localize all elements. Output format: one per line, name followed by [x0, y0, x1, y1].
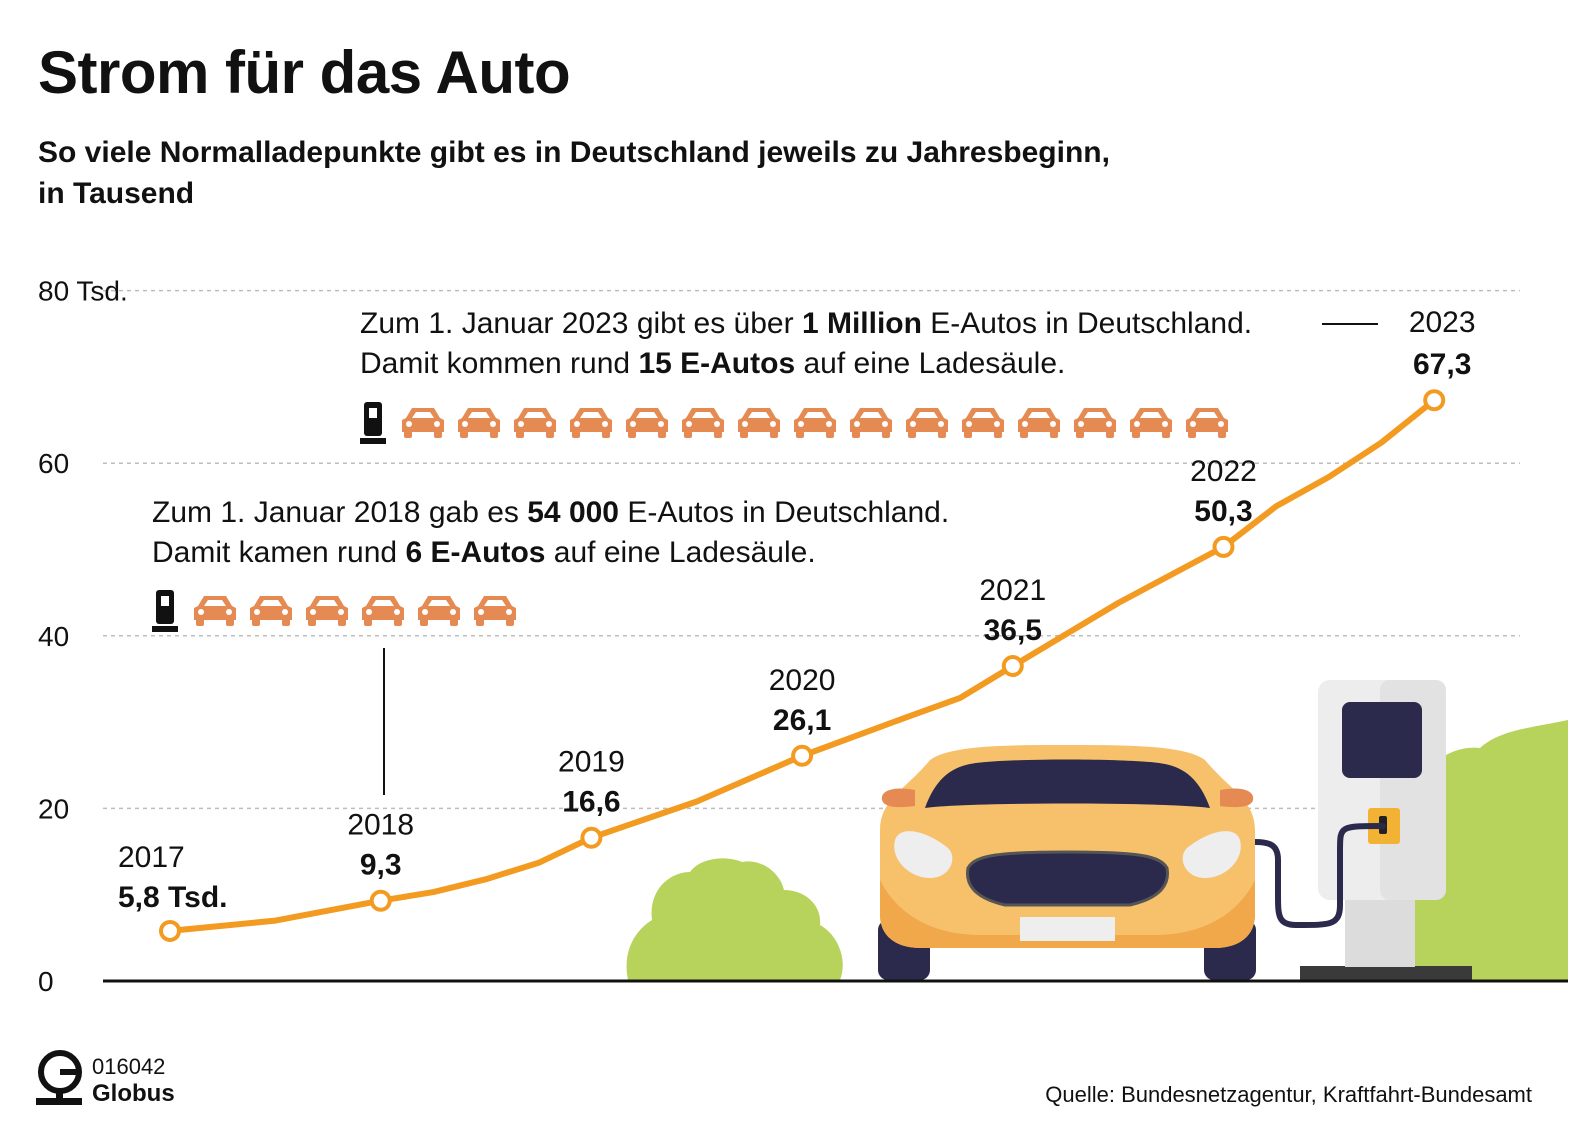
data-labels: 2017 5,8 Tsd. 2018 9,3 2019 16,6 2020 26,1 2021 3… — [118, 306, 1476, 914]
subtitle-line-2: in Tausend — [38, 177, 195, 210]
ratio-icons-2018 — [152, 590, 516, 632]
year-label-2022: 2022 — [1190, 455, 1257, 488]
data-point-2023 — [1423, 389, 1446, 412]
year-label-2017: 2017 — [118, 841, 185, 874]
car-icon — [570, 408, 612, 438]
value-label-2019: 16,6 — [562, 786, 620, 819]
annotation-2018-line-1: Zum 1. Januar 2018 gab es 54 000 E-Autos… — [152, 496, 949, 529]
annotation-2018-line-2: Damit kamen rund 6 E-Autos auf eine Lade… — [152, 536, 816, 569]
car-icon — [250, 596, 292, 626]
car-icon — [402, 408, 444, 438]
y-tick-label: 0 — [38, 966, 54, 997]
value-label-2020: 26,1 — [773, 704, 831, 737]
value-label-2021: 36,5 — [984, 614, 1042, 647]
data-point-2022 — [1212, 535, 1235, 558]
car-icon — [362, 596, 404, 626]
car-icon — [738, 408, 780, 438]
charger-icon — [360, 402, 386, 444]
car-icon — [1186, 408, 1228, 438]
car — [878, 745, 1256, 980]
graphic-number: 016042 — [92, 1054, 166, 1079]
illustration-car-charging — [626, 680, 1568, 980]
value-label-2018: 9,3 — [360, 849, 402, 882]
y-tick-label: 20 — [38, 793, 69, 824]
car-icon — [850, 408, 892, 438]
annotation-2023-line-2: Damit kommen rund 15 E-Autos auf eine La… — [360, 347, 1065, 380]
car-icon — [1074, 408, 1116, 438]
car-icon — [794, 408, 836, 438]
data-point-2021 — [1001, 655, 1024, 678]
annotation-2018: Zum 1. Januar 2018 gab es 54 000 E-Autos… — [152, 496, 949, 795]
year-label-2019: 2019 — [558, 746, 625, 779]
value-label-2017: 5,8 Tsd. — [118, 881, 227, 914]
car-icon — [458, 408, 500, 438]
charging-station — [1252, 680, 1472, 980]
annotation-2023: Zum 1. Januar 2023 gibt es über 1 Millio… — [360, 307, 1378, 444]
year-label-2018: 2018 — [347, 809, 414, 842]
y-tick-label: 60 — [38, 448, 69, 479]
value-label-2022: 50,3 — [1194, 495, 1252, 528]
year-label-2021: 2021 — [979, 574, 1046, 607]
chart-subtitle: So viele Normalladepunkte gibt es in Deu… — [38, 132, 1288, 214]
brand-name: Globus — [92, 1080, 175, 1107]
car-icon — [194, 596, 236, 626]
subtitle-line-1: So viele Normalladepunkte gibt es in Deu… — [38, 136, 1110, 169]
annotation-2023-line-1: Zum 1. Januar 2023 gibt es über 1 Millio… — [360, 307, 1252, 340]
car-icon — [682, 408, 724, 438]
data-points — [159, 389, 1446, 942]
car-icon — [626, 408, 668, 438]
series-line-ladepunkte — [167, 397, 1438, 934]
chart-title: Strom für das Auto — [38, 39, 571, 106]
data-point-2017 — [159, 919, 181, 942]
charger-icon — [152, 590, 178, 632]
source-note: Quelle: Bundesnetzagentur, Kraftfahrt-Bu… — [1045, 1082, 1532, 1107]
car-icon — [1018, 408, 1060, 438]
value-label-2023: 67,3 — [1413, 348, 1471, 381]
data-point-2018 — [369, 889, 392, 912]
y-tick-label: 40 — [38, 621, 69, 652]
data-point-2019 — [580, 826, 603, 849]
year-label-2020: 2020 — [769, 664, 836, 697]
car-icon — [418, 596, 460, 626]
globus-logo-icon — [36, 1048, 88, 1115]
car-icon — [1130, 408, 1172, 438]
data-point-2020 — [791, 744, 814, 767]
y-axis-tick-labels: 0 20 40 60 80 Tsd. — [38, 276, 128, 997]
ratio-icons-2023 — [360, 402, 1228, 444]
year-label-2023: 2023 — [1409, 306, 1476, 339]
car-icon — [514, 408, 556, 438]
car-icon — [906, 408, 948, 438]
y-tick-label: 80 Tsd. — [38, 276, 128, 307]
car-icon — [306, 596, 348, 626]
bush-left — [626, 858, 843, 980]
car-icon — [474, 596, 516, 626]
bush-right — [1410, 720, 1568, 980]
car-icon — [962, 408, 1004, 438]
